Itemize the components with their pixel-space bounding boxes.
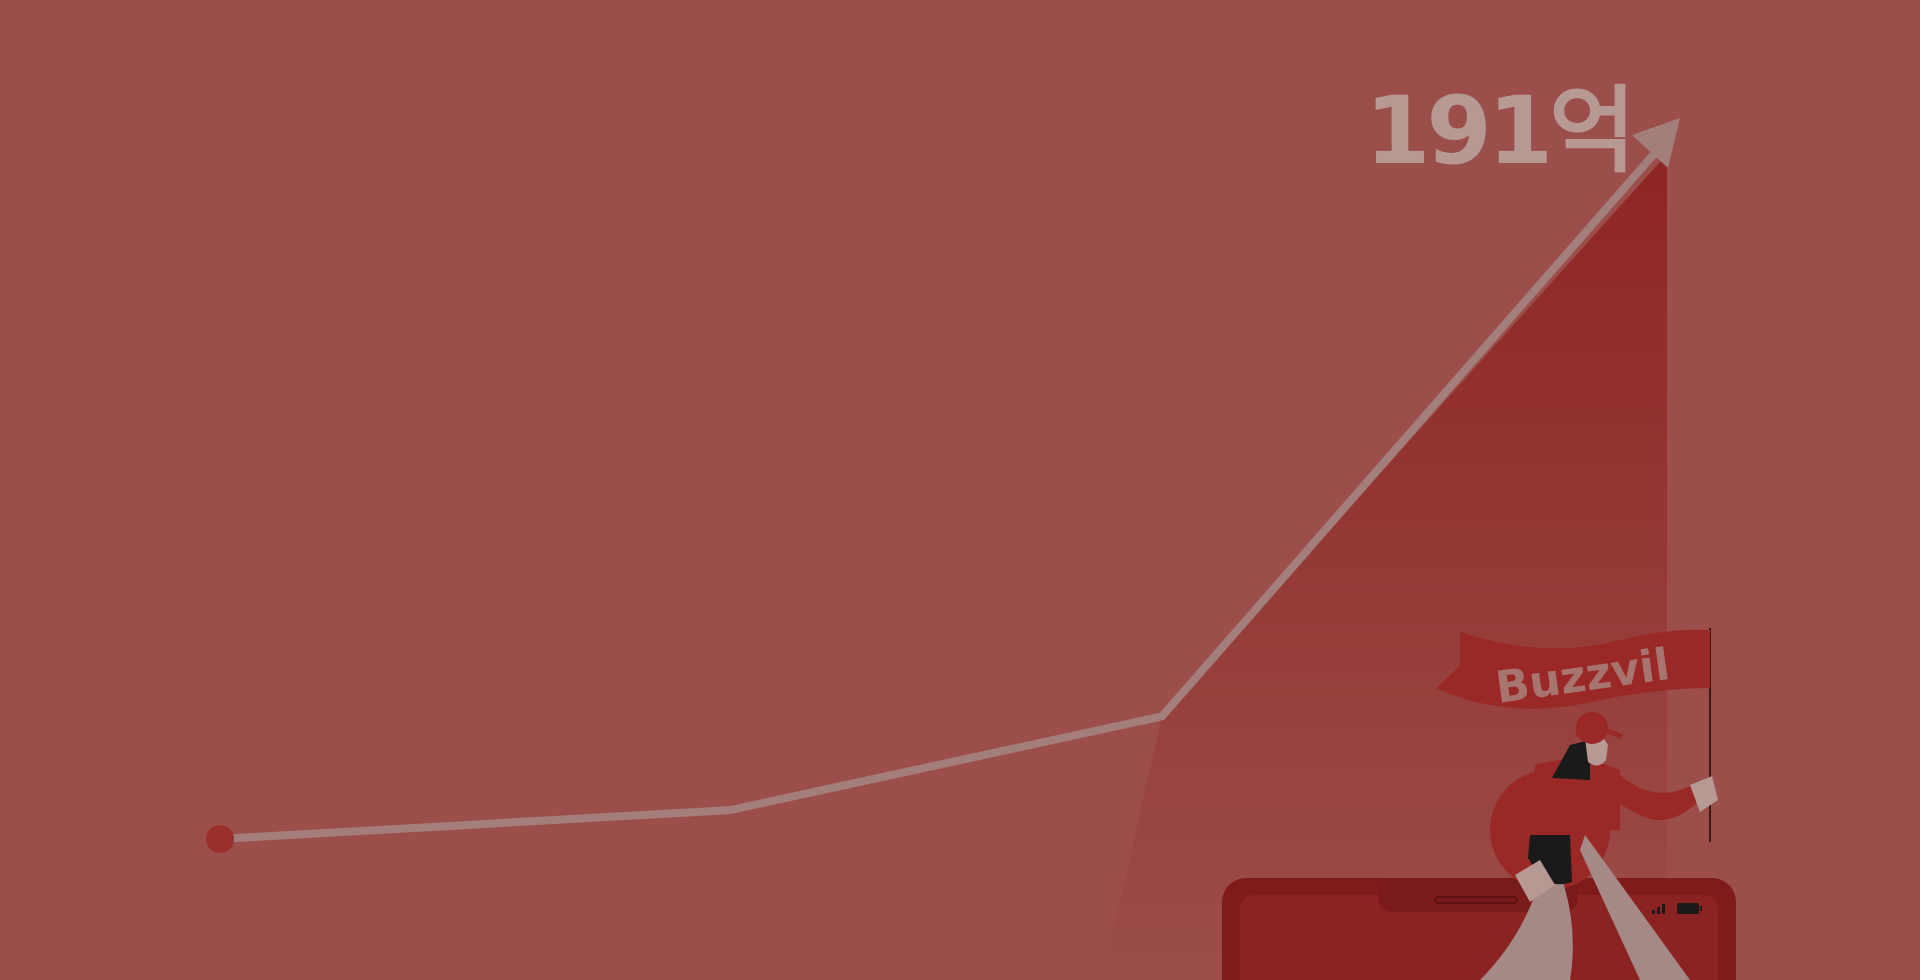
start-point (206, 824, 234, 853)
battery-icon (1677, 903, 1702, 914)
mascot-illustration: Buzzvil (1436, 628, 1718, 980)
arrow-up-right-icon (1632, 118, 1680, 168)
brand-flag (1436, 629, 1710, 709)
growth-area (1102, 154, 1667, 980)
total-amount-headline: 191억 (1365, 77, 1636, 186)
signal-icon (1652, 904, 1665, 914)
growth-line (216, 150, 1658, 843)
